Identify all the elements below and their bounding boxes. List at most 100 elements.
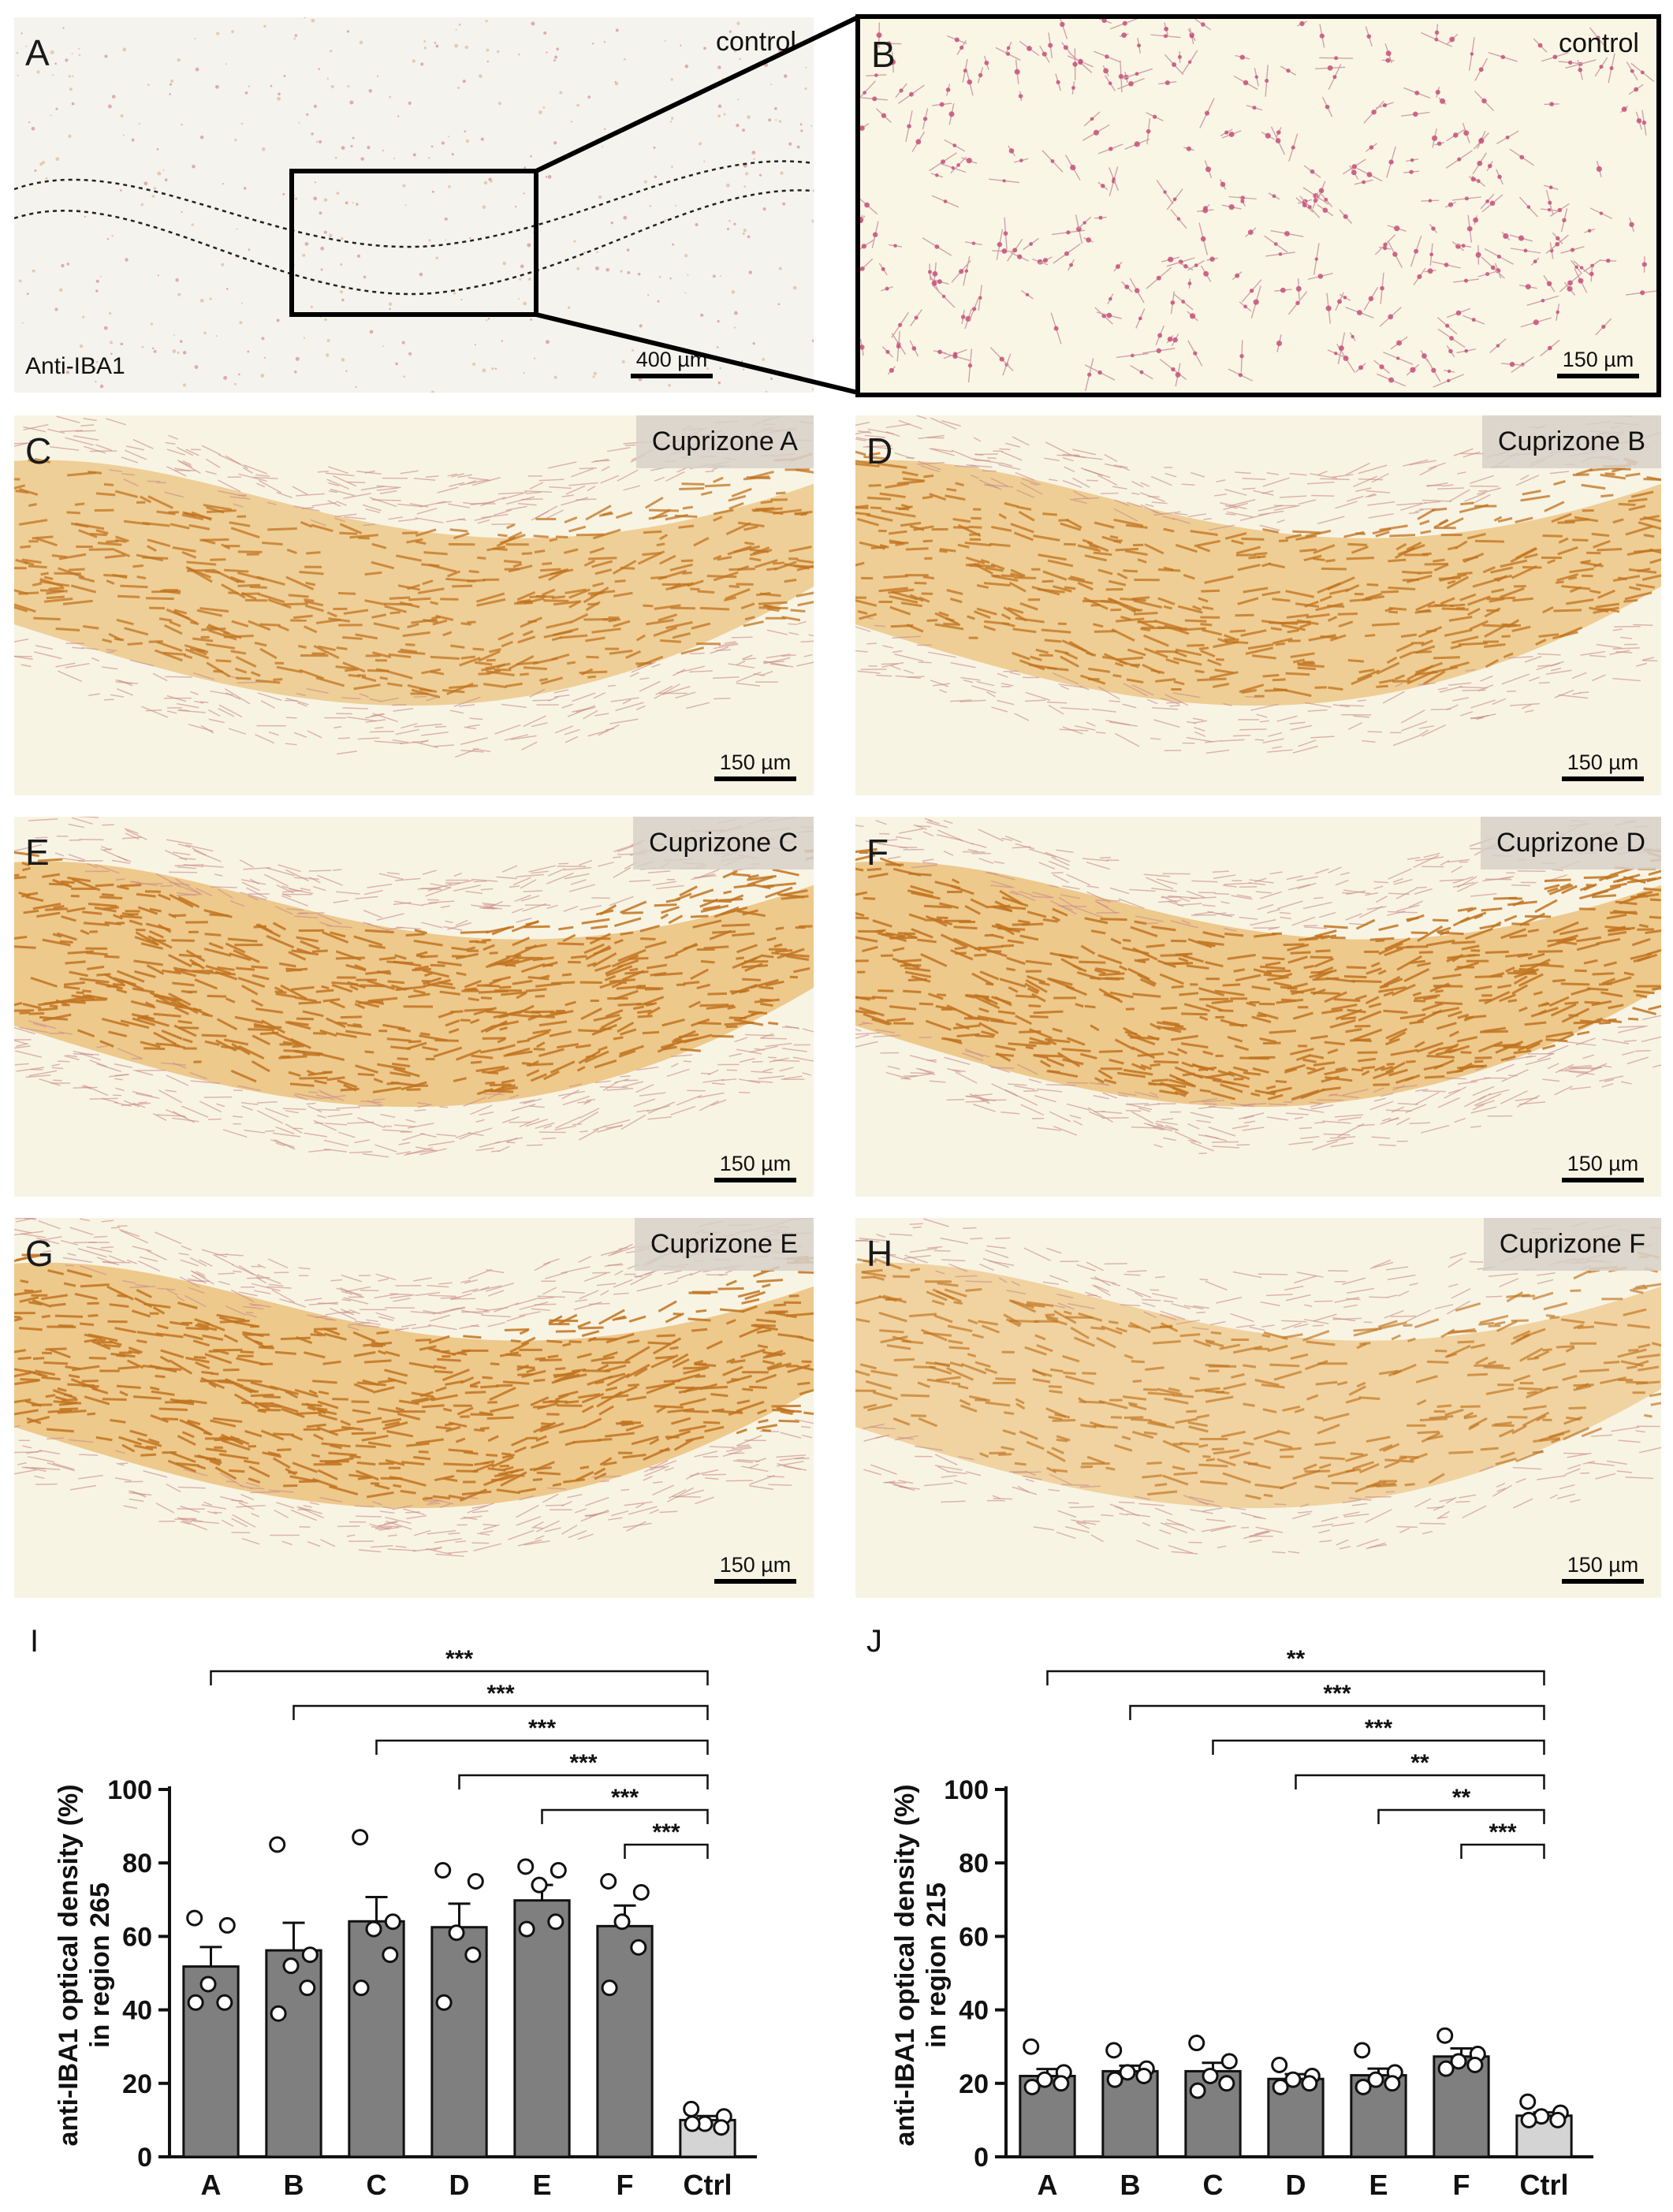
cell-dot xyxy=(369,330,374,334)
stained-fiber xyxy=(1541,1002,1550,1007)
stained-fiber xyxy=(1193,720,1208,724)
stained-fiber xyxy=(585,636,605,642)
stained-fiber xyxy=(711,1034,734,1038)
stained-fiber xyxy=(165,849,188,861)
stained-fiber xyxy=(642,1030,660,1035)
stained-fiber xyxy=(855,450,866,456)
microglia-cell xyxy=(1135,72,1139,76)
stained-fiber xyxy=(293,1094,308,1101)
cell-dot xyxy=(639,324,643,328)
stained-fiber xyxy=(1612,518,1624,524)
stained-fiber xyxy=(990,563,1005,571)
cell-dot xyxy=(169,83,173,86)
stained-fiber xyxy=(272,922,287,931)
stained-fiber xyxy=(592,528,621,540)
stained-fiber xyxy=(1422,1090,1446,1093)
stained-fiber xyxy=(1266,471,1280,475)
microglia-cell xyxy=(1019,158,1023,162)
stained-fiber xyxy=(637,1015,653,1018)
stained-fiber xyxy=(742,654,753,660)
cell-dot xyxy=(775,118,777,121)
stained-fiber xyxy=(524,490,552,493)
microglia-cell xyxy=(1302,203,1307,208)
stained-fiber xyxy=(1307,1067,1325,1075)
stained-fiber xyxy=(255,474,270,477)
stained-fiber xyxy=(94,906,117,913)
stained-fiber xyxy=(971,685,997,694)
microglia-cell xyxy=(1578,67,1583,73)
stained-fiber xyxy=(855,1028,862,1032)
stained-fiber xyxy=(414,929,427,935)
stained-fiber xyxy=(372,651,392,659)
scale-bar-a: 400 µm xyxy=(631,348,713,378)
stained-fiber xyxy=(646,1105,670,1112)
stained-fiber xyxy=(317,470,329,473)
stained-fiber xyxy=(371,713,384,717)
microglia-cell xyxy=(1187,60,1192,64)
stained-fiber xyxy=(489,900,504,908)
stained-fiber xyxy=(1500,1055,1516,1062)
stained-fiber xyxy=(276,491,292,499)
stained-fiber xyxy=(457,474,473,479)
stained-fiber xyxy=(95,444,113,452)
microglia-cell xyxy=(1485,272,1490,277)
stained-fiber xyxy=(115,1087,125,1092)
stained-fiber xyxy=(1131,480,1144,488)
stained-fiber xyxy=(1133,612,1158,616)
stained-fiber xyxy=(83,1084,109,1097)
stained-fiber xyxy=(1346,557,1374,560)
stained-fiber xyxy=(1453,448,1474,456)
stained-fiber xyxy=(592,952,617,967)
stained-fiber xyxy=(63,1055,80,1061)
stained-fiber xyxy=(1248,555,1261,560)
stained-fiber xyxy=(285,1110,299,1114)
stained-fiber xyxy=(1243,1120,1256,1124)
stained-fiber xyxy=(489,1083,512,1087)
stained-fiber xyxy=(1402,578,1420,582)
cell-dot xyxy=(216,32,220,35)
cell-dot xyxy=(260,374,265,378)
cell-dot xyxy=(430,145,434,148)
stained-fiber xyxy=(1048,479,1058,482)
stained-fiber xyxy=(1262,738,1284,743)
microglia-cell xyxy=(1388,377,1395,383)
cell-dot xyxy=(623,58,626,61)
stained-fiber xyxy=(165,441,176,445)
stained-fiber xyxy=(177,843,191,848)
micrograph-panel-f: F Cuprizone D 150 µm xyxy=(855,817,1661,1197)
stained-fiber xyxy=(237,977,266,989)
microglia-cell xyxy=(1414,248,1419,254)
stained-fiber xyxy=(725,522,751,535)
stained-fiber xyxy=(365,713,385,719)
stained-fiber xyxy=(231,1042,251,1056)
microglia-cell xyxy=(1447,369,1451,374)
stained-fiber xyxy=(1399,1013,1426,1020)
stained-fiber xyxy=(1187,1139,1197,1143)
cell-dot xyxy=(483,181,488,185)
stained-fiber xyxy=(1419,466,1437,476)
stained-fiber xyxy=(343,493,371,500)
stained-fiber xyxy=(224,688,251,705)
stained-fiber xyxy=(1077,544,1101,553)
stained-fiber xyxy=(1245,696,1259,698)
cell-dot xyxy=(717,114,721,118)
microglia-cell xyxy=(1025,292,1030,297)
stained-fiber xyxy=(373,622,400,631)
condition-label-a: control xyxy=(715,27,796,57)
stained-fiber xyxy=(539,974,550,980)
stained-fiber xyxy=(1524,553,1538,559)
stained-fiber xyxy=(777,948,805,959)
stained-fiber xyxy=(302,1010,324,1018)
stained-fiber xyxy=(192,672,214,680)
stained-fiber xyxy=(376,487,399,491)
stained-fiber xyxy=(103,482,114,486)
stained-fiber xyxy=(71,817,94,825)
stained-fiber xyxy=(1591,894,1617,899)
stained-fiber xyxy=(1125,1007,1135,1011)
stained-fiber xyxy=(1014,576,1037,579)
stained-fiber xyxy=(386,872,401,875)
stained-fiber xyxy=(1090,929,1106,935)
stained-fiber xyxy=(508,654,535,670)
stained-fiber xyxy=(74,502,85,506)
microglia-cell xyxy=(1118,73,1124,80)
